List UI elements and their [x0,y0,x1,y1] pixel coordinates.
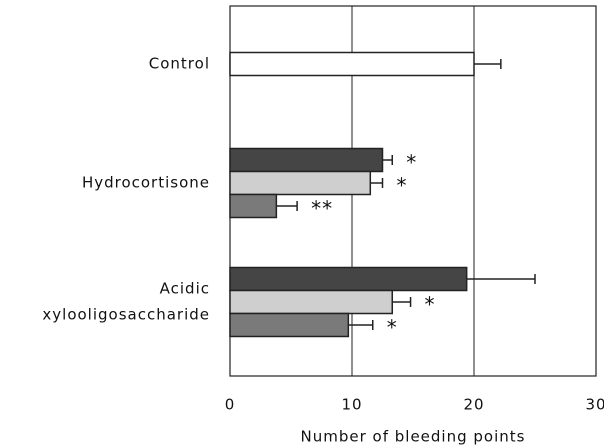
x-tick-label: 30 [585,396,604,414]
bar [229,312,350,338]
bar [229,266,468,292]
significance-mark: * [397,174,408,198]
x-tick-label: 20 [463,396,484,414]
bar [229,289,394,315]
bar [229,51,475,77]
bar [229,170,372,196]
x-tick-label: 10 [341,396,362,414]
significance-mark: * [387,316,398,340]
y-category-label: Control [149,55,210,73]
y-category-label: xylooligosaccharide [42,306,210,324]
significance-mark: * [406,151,417,175]
x-axis-label: Number of bleeding points [301,428,526,445]
bar [229,147,384,173]
y-category-label: Acidic [160,280,210,298]
y-category-label: Hydrocortisone [82,174,210,192]
bar [229,193,278,219]
significance-mark: * [425,293,436,317]
significance-mark: ** [311,197,333,221]
x-tick-label: 0 [225,396,236,414]
